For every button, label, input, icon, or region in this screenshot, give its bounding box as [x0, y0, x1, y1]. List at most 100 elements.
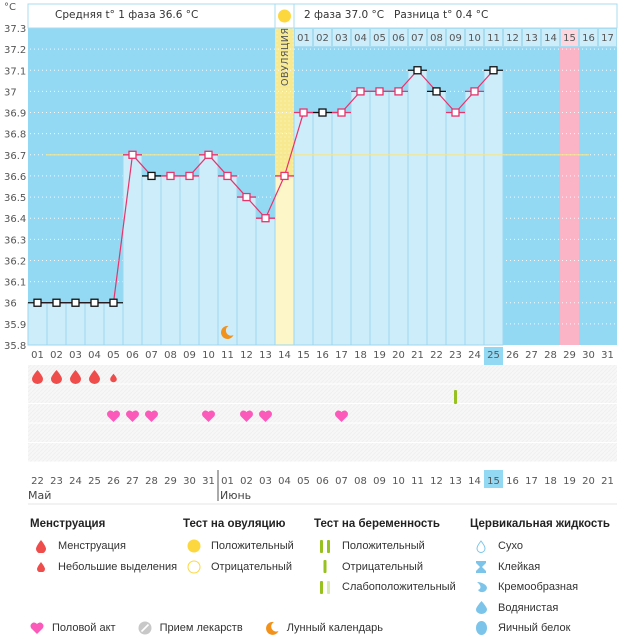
cycle-day-label: 04 — [88, 350, 101, 361]
egg-white-icon — [470, 621, 492, 636]
phase2-day-cell — [427, 28, 446, 47]
temperature-point — [90, 298, 99, 307]
cycle-day-label: 12 — [240, 350, 253, 361]
phase2-day-cell — [579, 28, 598, 47]
cycle-day-label: 24 — [468, 350, 481, 361]
phase2-day-label: 06 — [392, 33, 405, 44]
legend-item: Водянистая — [498, 601, 559, 614]
temperature-bar — [160, 175, 181, 346]
today-highlight — [484, 347, 503, 365]
event-row — [28, 443, 617, 462]
calendar-date-label: 06 — [316, 476, 329, 487]
drop-icon — [30, 539, 52, 553]
legend-item: Положительный — [211, 540, 294, 553]
temperature-point — [470, 87, 479, 96]
calendar-date-label: 05 — [297, 476, 310, 487]
temperature-bar — [331, 112, 352, 346]
legend-item: Клейкая — [498, 560, 541, 573]
cycle-day-label: 07 — [145, 350, 158, 361]
phase2-day-label: 05 — [373, 33, 386, 44]
calendar-date-label: 27 — [126, 476, 139, 487]
y-tick-label: 36.4 — [4, 214, 26, 225]
temperature-bar — [445, 112, 466, 346]
temperature-bar — [407, 69, 428, 346]
legend-item: Положительный — [342, 540, 425, 553]
temperature-point — [318, 108, 327, 117]
faint-line-icon — [314, 580, 336, 594]
temperature-bar — [65, 302, 86, 346]
sticky-icon — [470, 560, 492, 573]
y-tick-label: 36.7 — [4, 151, 26, 162]
positive-circle-icon — [183, 539, 205, 553]
event-row — [28, 384, 617, 403]
temperature-bar — [274, 175, 295, 346]
cycle-day-label: 20 — [392, 350, 405, 361]
dry-drop-icon — [470, 539, 492, 553]
temperature-bar — [388, 90, 409, 346]
phase2-day-cell — [522, 28, 541, 47]
month-label: Июнь — [220, 489, 251, 502]
phase2-day-label: 13 — [525, 33, 538, 44]
legend-title: Тест на беременность — [314, 518, 440, 530]
y-tick-label: 37.1 — [4, 66, 26, 77]
temperature-point — [71, 298, 80, 307]
calendar-date-label: 21 — [601, 476, 614, 487]
temperature-point — [223, 171, 232, 181]
calendar-date-label: 04 — [278, 476, 291, 487]
y-tick-label: 36.5 — [4, 193, 26, 204]
event-row — [28, 365, 617, 384]
legend-item: Кремообразная — [498, 581, 579, 594]
phase2-day-cell — [560, 28, 579, 47]
cycle-day-label: 15 — [297, 350, 310, 361]
calendar-date-label: 24 — [69, 476, 82, 487]
y-tick-label: 36.6 — [4, 172, 26, 183]
temperature-point — [489, 66, 498, 75]
temperature-bar — [179, 175, 200, 346]
temperature-point — [185, 171, 194, 181]
cycle-day-label: 09 — [183, 350, 196, 361]
calendar-date-label: 20 — [582, 476, 595, 487]
phase2-day-label: 14 — [544, 33, 557, 44]
phase2-day-cell — [541, 28, 560, 47]
menstruation-drop-icon — [32, 370, 43, 384]
calendar-date-label: 26 — [107, 476, 120, 487]
temperature-point — [394, 87, 403, 96]
calendar-date-label: 30 — [183, 476, 196, 487]
menstruation-drop-icon — [70, 370, 81, 384]
phase2-day-cell — [503, 28, 522, 47]
temperature-point — [432, 87, 441, 96]
cycle-day-label: 11 — [221, 350, 234, 361]
temperature-point — [280, 171, 289, 181]
double-line-icon — [314, 539, 336, 553]
temperature-bar — [217, 175, 238, 346]
legend-item: Менструация — [58, 540, 126, 553]
watery-drop-icon — [470, 601, 492, 615]
phase2-day-label: 07 — [411, 33, 424, 44]
cycle-day-label: 26 — [506, 350, 519, 361]
heart-icon — [202, 410, 215, 422]
phase2-day-label: 17 — [601, 33, 614, 44]
highlighted-day-column — [560, 47, 579, 345]
y-tick-label: 36 — [4, 299, 17, 310]
phase2-day-cell — [408, 28, 427, 47]
temperature-point — [261, 214, 270, 223]
pregnancy-test-negative-icon — [454, 390, 457, 404]
legend-pregnancy-test: Тест на беременность Положительный Отриц… — [314, 518, 456, 598]
heart-icon — [335, 410, 348, 422]
cycle-day-label: 22 — [430, 350, 443, 361]
cycle-day-label: 16 — [316, 350, 329, 361]
phase2-day-cell — [313, 28, 332, 47]
event-row — [28, 423, 617, 442]
legend-title: Менструация — [30, 518, 106, 530]
cycle-day-label: 02 — [50, 350, 63, 361]
calendar-date-label: 18 — [544, 476, 557, 487]
calendar-date-label: 08 — [354, 476, 367, 487]
phase2-day-cell — [446, 28, 465, 47]
heart-icon — [107, 410, 120, 422]
single-line-icon — [314, 560, 336, 574]
temperature-point — [451, 108, 460, 117]
calendar-date-label: 03 — [259, 476, 272, 487]
calendar-date-label: 16 — [506, 476, 519, 487]
phase2-day-label: 09 — [449, 33, 462, 44]
